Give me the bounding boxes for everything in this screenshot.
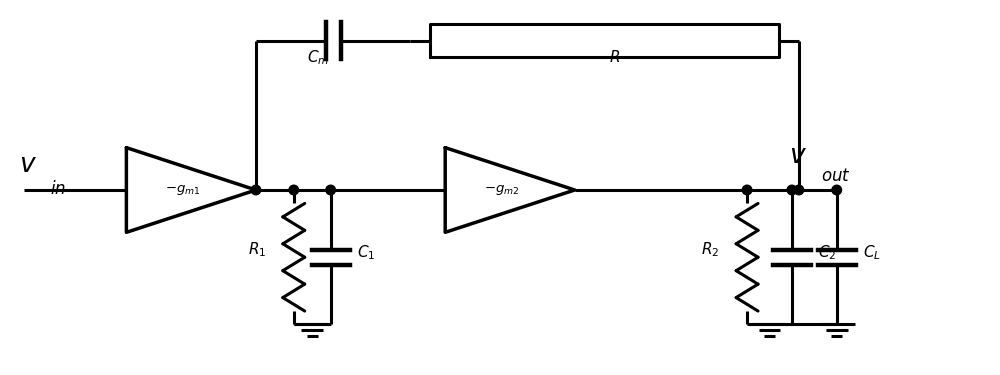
Text: $R_2$: $R_2$	[701, 240, 719, 259]
Text: $\mathit{v}$: $\mathit{v}$	[789, 143, 807, 168]
Text: $C_2$: $C_2$	[818, 243, 836, 262]
Circle shape	[289, 185, 299, 195]
Text: $\mathit{out}$: $\mathit{out}$	[821, 168, 851, 185]
Text: $R_1$: $R_1$	[248, 240, 266, 259]
Circle shape	[742, 185, 752, 195]
Text: $R$: $R$	[609, 48, 620, 64]
Text: $-g_{m2}$: $-g_{m2}$	[484, 183, 520, 197]
Text: $-g_{m1}$: $-g_{m1}$	[165, 183, 201, 197]
Text: $C_1$: $C_1$	[357, 243, 375, 262]
Text: $C_m$: $C_m$	[307, 48, 329, 67]
Text: $C_L$: $C_L$	[863, 243, 881, 262]
Circle shape	[794, 185, 804, 195]
Circle shape	[832, 185, 842, 195]
Circle shape	[251, 185, 261, 195]
Circle shape	[787, 185, 797, 195]
Text: $\mathit{v}$: $\mathit{v}$	[19, 152, 37, 177]
Circle shape	[326, 185, 335, 195]
Text: $\mathit{in}$: $\mathit{in}$	[50, 180, 66, 198]
